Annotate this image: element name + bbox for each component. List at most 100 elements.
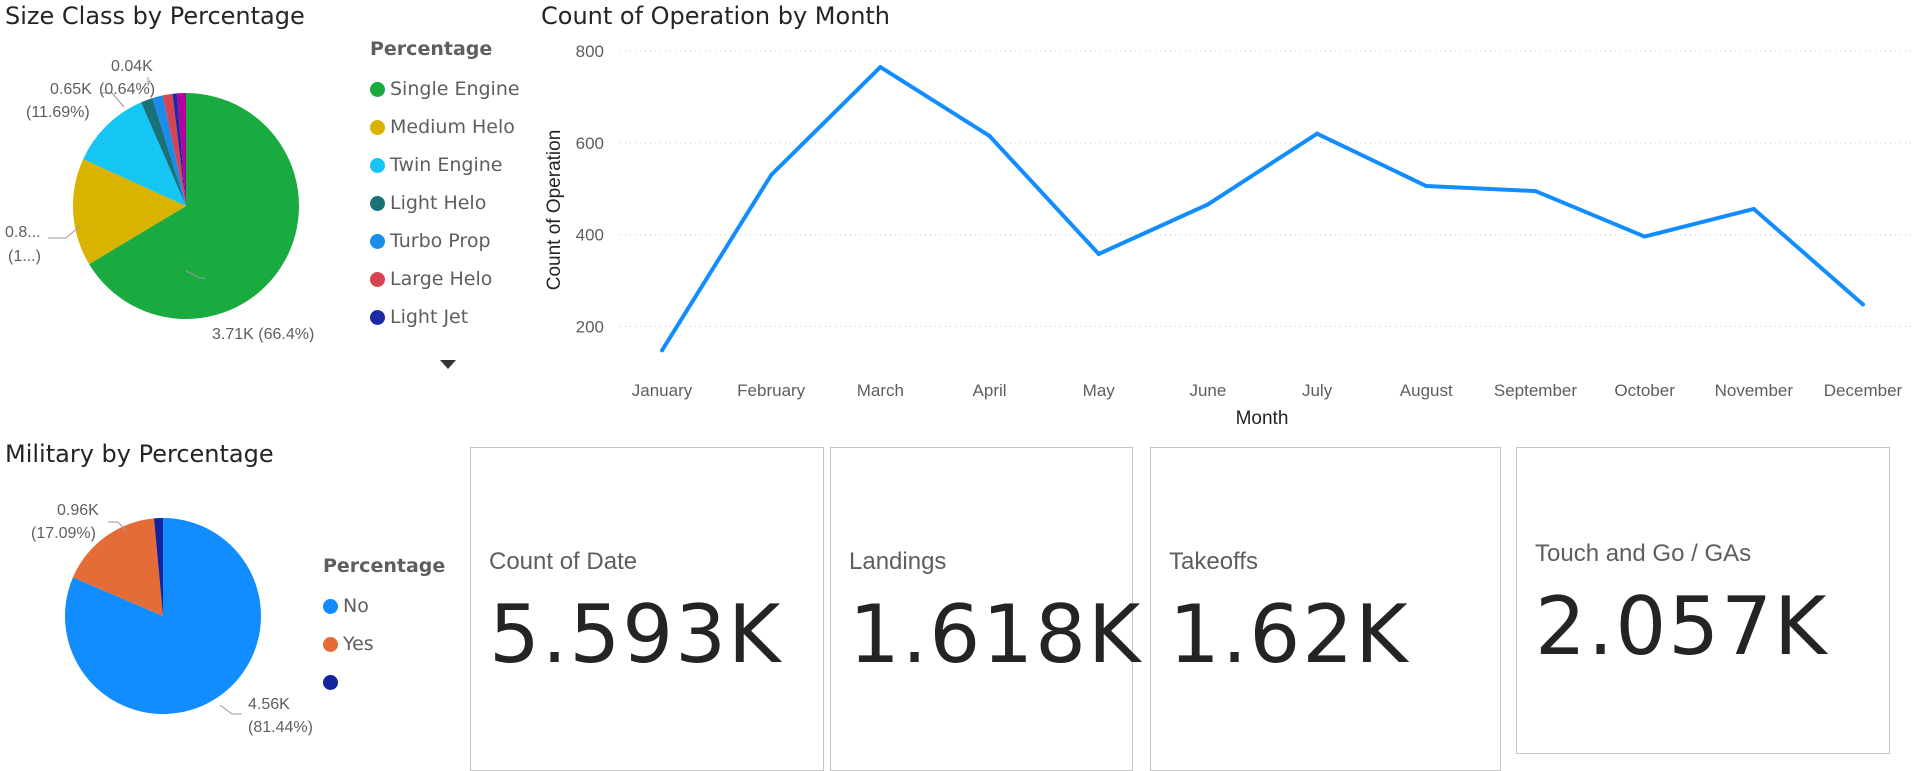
- pie-slice[interactable]: [72, 518, 163, 616]
- military-legend: Percentage No Yes: [323, 555, 445, 701]
- pie-slice[interactable]: [162, 93, 186, 206]
- x-tick-label: May: [1083, 381, 1116, 400]
- legend-item[interactable]: [323, 663, 445, 701]
- card-value: 1.62K: [1169, 588, 1410, 681]
- line-chart-title: Count of Operation by Month: [541, 2, 891, 30]
- legend-item[interactable]: Light Helo: [370, 184, 520, 222]
- pie-slice[interactable]: [172, 93, 186, 206]
- y-axis-title: Count of Operation: [544, 130, 565, 291]
- pie-leader-line: [102, 92, 125, 108]
- legend-scroll-down-icon[interactable]: [440, 360, 456, 369]
- legend-item[interactable]: Turbo Prop: [370, 222, 520, 260]
- x-tick-label: June: [1189, 381, 1226, 400]
- pie-data-label: 0.04K: [111, 58, 153, 75]
- legend-marker: [370, 157, 385, 173]
- operations-line-chart: 200 400 600 800 January February March April May…: [544, 42, 1912, 429]
- data-point[interactable]: [769, 173, 774, 177]
- x-tick-label: November: [1715, 381, 1794, 400]
- legend-label: Large Helo: [390, 268, 493, 290]
- x-axis-title: Month: [1236, 408, 1289, 429]
- card-touch-and-go[interactable]: Touch and Go / GAs 2.057K: [1516, 447, 1890, 754]
- pie-slice[interactable]: [152, 95, 186, 206]
- card-label: Count of Date: [489, 548, 638, 575]
- pie-leader-line: [108, 521, 128, 533]
- pie-data-label: 0.65K: [50, 81, 92, 98]
- legend-label: Twin Engine: [390, 154, 503, 176]
- data-point[interactable]: [1642, 234, 1647, 239]
- pie-slice[interactable]: [83, 102, 186, 206]
- data-point[interactable]: [1096, 251, 1101, 256]
- card-value: 1.618K: [849, 588, 1143, 681]
- x-tick-label: April: [973, 381, 1007, 400]
- x-tick-label: December: [1824, 381, 1903, 400]
- data-point[interactable]: [1751, 206, 1756, 211]
- military-title: Military by Percentage: [5, 440, 274, 468]
- data-point[interactable]: [987, 133, 992, 138]
- series-line[interactable]: [660, 65, 1865, 352]
- pie-data-label: 0.96K: [57, 502, 99, 519]
- x-tick-label: September: [1494, 381, 1577, 400]
- x-tick-label: January: [632, 381, 693, 400]
- card-count-of-date[interactable]: Count of Date 5.593K: [470, 447, 824, 771]
- card-label: Touch and Go / GAs: [1535, 540, 1752, 567]
- pie-slice[interactable]: [176, 93, 186, 206]
- legend-label: Turbo Prop: [390, 230, 491, 252]
- legend-item[interactable]: Yes: [323, 625, 445, 663]
- pie-slice[interactable]: [153, 518, 163, 616]
- pie-data-label: 4.56K: [248, 696, 290, 713]
- x-tick-label: October: [1614, 381, 1675, 400]
- legend-marker: [370, 309, 385, 325]
- pie-leader-line: [147, 77, 151, 87]
- data-point[interactable]: [1315, 131, 1320, 136]
- pie-data-label: (17.09%): [31, 525, 96, 542]
- legend-item[interactable]: Twin Engine: [370, 146, 520, 184]
- pie-slice[interactable]: [64, 518, 261, 714]
- legend-marker: [370, 81, 385, 97]
- x-tick-label: February: [737, 381, 806, 400]
- data-point[interactable]: [660, 348, 664, 353]
- legend-marker: [370, 271, 385, 287]
- military-pie-chart: 0.96K (17.09%) 4.56K (81.44%): [31, 502, 313, 736]
- legend-marker: [323, 598, 338, 614]
- pie-data-label: (81.44%): [248, 719, 313, 736]
- x-tick-label: August: [1400, 381, 1453, 400]
- card-landings[interactable]: Landings 1.618K: [830, 447, 1140, 771]
- legend-item[interactable]: Light Jet: [370, 298, 520, 336]
- y-tick-label: 600: [576, 134, 604, 153]
- data-point[interactable]: [1861, 302, 1865, 307]
- pie-data-label: 3.71K (66.4%): [212, 326, 314, 343]
- legend-item[interactable]: No: [323, 587, 445, 625]
- x-tick-label: March: [857, 381, 904, 400]
- pie-data-label: (11.69%): [26, 104, 90, 121]
- legend-marker: [323, 674, 338, 690]
- legend-item[interactable]: Medium Helo: [370, 108, 520, 146]
- legend-item[interactable]: Large Helo: [370, 260, 520, 298]
- y-tick-label: 200: [576, 318, 604, 337]
- data-point[interactable]: [1533, 189, 1538, 194]
- card-label: Takeoffs: [1169, 548, 1258, 575]
- pie-leader-line: [219, 704, 242, 715]
- card-takeoffs[interactable]: Takeoffs 1.62K: [1150, 447, 1501, 771]
- data-point[interactable]: [1205, 202, 1210, 207]
- data-point[interactable]: [878, 65, 883, 70]
- x-tick-label: July: [1302, 381, 1333, 400]
- legend-title: Percentage: [370, 38, 493, 60]
- y-tick-label: 400: [576, 226, 604, 245]
- legend-marker: [370, 119, 385, 135]
- size-class-pie-chart: 0.04K (0.64%) 0.65K (11.69%) 0.8... (1..…: [5, 58, 314, 343]
- pie-leader-line: [48, 225, 81, 239]
- y-tick-label: 800: [576, 42, 604, 61]
- pie-slice[interactable]: [89, 93, 299, 320]
- legend-label: Yes: [343, 633, 374, 655]
- legend-label: Light Helo: [390, 192, 487, 214]
- data-point[interactable]: [1424, 184, 1429, 189]
- pie-slice[interactable]: [73, 159, 186, 265]
- legend-item[interactable]: Single Engine: [370, 70, 520, 108]
- legend-label: Medium Helo: [390, 116, 515, 138]
- pie-data-label: 0.8...: [5, 224, 41, 241]
- pie-data-label: (0.64%): [99, 81, 155, 98]
- pie-slice[interactable]: [141, 98, 186, 206]
- card-value: 5.593K: [489, 588, 783, 681]
- pie-data-label: (1...): [8, 248, 41, 265]
- card-label: Landings: [849, 548, 947, 575]
